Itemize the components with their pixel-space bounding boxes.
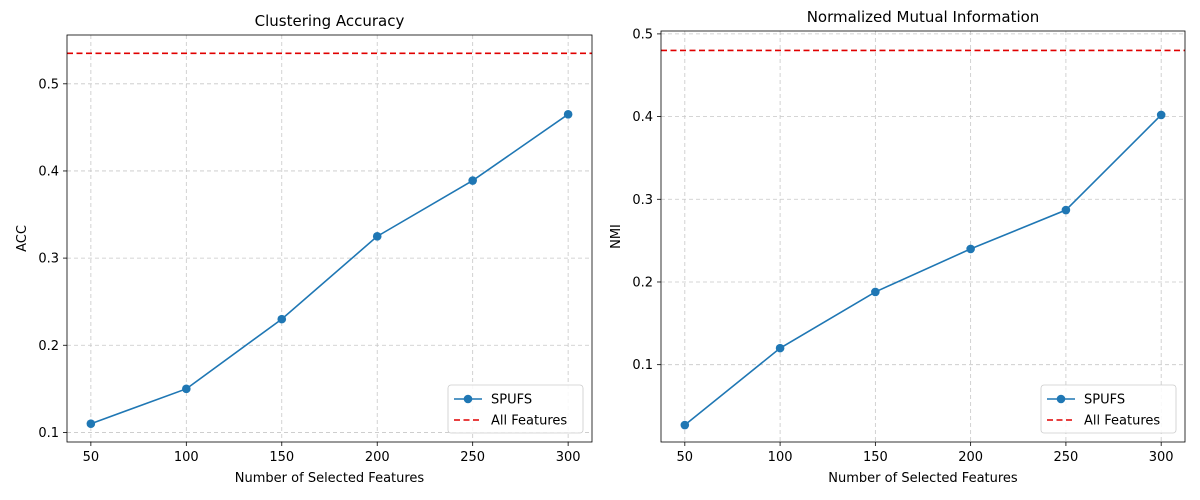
y-tick-label: 0.3 (38, 252, 59, 267)
panel-normalized-mutual-information: Normalized Mutual Information Number of … (609, 8, 1186, 486)
x-tick-label: 300 (556, 450, 581, 465)
y-tick-label: 0.4 (632, 110, 653, 125)
data-point (1061, 205, 1071, 215)
x-tick-label: 150 (863, 450, 888, 465)
chart-title: Clustering Accuracy (255, 12, 405, 30)
legend-label-spufs: SPUFS (491, 393, 532, 408)
x-tick-label: 100 (768, 450, 793, 465)
legend: SPUFS All Features (447, 384, 584, 434)
legend-marker-spufs (1056, 394, 1066, 404)
x-axis-label: Number of Selected Features (828, 471, 1018, 486)
panel-clustering-accuracy: Clustering Accuracy Number of Selected F… (15, 12, 593, 486)
y-tick-label: 0.4 (38, 164, 59, 179)
x-axis-label: Number of Selected Features (235, 471, 425, 486)
legend-label-all-features: All Features (491, 414, 567, 429)
grid-lines (67, 35, 592, 442)
data-point (775, 343, 785, 353)
plot-frame (660, 30, 1186, 443)
legend-label-spufs: SPUFS (1084, 393, 1125, 408)
series-line-spufs (684, 114, 1162, 426)
legend-label-all-features: All Features (1084, 414, 1160, 429)
chart-title: Normalized Mutual Information (807, 8, 1040, 26)
data-point (1156, 110, 1166, 120)
series-line-spufs (90, 113, 569, 425)
plot-frame (66, 34, 593, 443)
y-tick-label: 0.5 (38, 77, 59, 92)
y-tick-label: 0.2 (38, 339, 59, 354)
x-tick-label: 50 (83, 450, 100, 465)
data-point (966, 244, 975, 254)
data-point (468, 176, 477, 185)
x-tick-label: 150 (269, 450, 294, 465)
legend-box (1040, 384, 1177, 434)
x-tick-label: 300 (1149, 450, 1174, 465)
data-point (277, 314, 287, 324)
data-point (871, 287, 880, 297)
data-point (680, 420, 690, 430)
y-tick-label: 0.1 (632, 358, 653, 373)
x-tick-label: 250 (460, 450, 485, 465)
y-tick-label: 0.5 (632, 27, 653, 42)
x-tick-label: 250 (1053, 450, 1078, 465)
data-point (372, 232, 382, 241)
x-tick-label: 200 (958, 450, 983, 465)
y-tick-label: 0.1 (38, 426, 59, 441)
legend: SPUFS All Features (1040, 384, 1177, 434)
x-tick-label: 50 (677, 450, 694, 465)
grid-lines (661, 31, 1185, 442)
x-tick-label: 200 (365, 450, 390, 465)
y-axis-label: NMI (609, 224, 624, 249)
data-point (182, 384, 191, 394)
legend-marker-spufs (463, 394, 473, 404)
y-tick-label: 0.2 (632, 275, 653, 290)
data-point (86, 419, 96, 428)
y-axis-label: ACC (15, 225, 30, 252)
legend-box (447, 384, 584, 434)
y-tick-label: 0.3 (632, 193, 653, 208)
data-point (563, 110, 573, 119)
x-tick-label: 100 (174, 450, 199, 465)
